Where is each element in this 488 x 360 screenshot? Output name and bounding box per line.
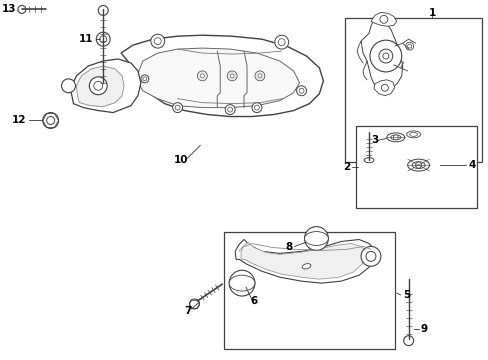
Circle shape [415,162,421,168]
Circle shape [379,15,387,23]
Circle shape [96,32,110,46]
Circle shape [229,270,254,296]
Circle shape [257,74,262,78]
Text: 2: 2 [342,162,349,172]
Bar [345,18,481,162]
Circle shape [299,88,304,93]
Circle shape [382,53,388,59]
Circle shape [100,36,106,42]
Text: 10: 10 [173,155,187,165]
Circle shape [46,117,55,125]
Polygon shape [121,35,323,117]
Polygon shape [370,12,396,26]
Bar [224,231,394,348]
Circle shape [142,77,146,81]
Polygon shape [241,243,366,279]
Ellipse shape [390,135,400,140]
Ellipse shape [406,131,420,138]
Circle shape [227,107,232,112]
Polygon shape [137,48,299,108]
Circle shape [378,49,392,63]
Circle shape [172,103,182,113]
Polygon shape [70,59,141,113]
Circle shape [360,247,380,266]
Circle shape [200,74,204,78]
Circle shape [150,34,164,48]
Polygon shape [373,80,394,96]
Circle shape [407,44,411,48]
Bar [355,126,476,208]
Circle shape [227,71,237,81]
Circle shape [381,84,387,91]
Ellipse shape [229,275,254,291]
Circle shape [42,113,59,129]
Circle shape [225,105,235,114]
Polygon shape [360,20,402,91]
Ellipse shape [409,132,417,136]
Circle shape [392,135,397,140]
Ellipse shape [363,158,373,163]
Circle shape [197,71,207,81]
Text: 5: 5 [402,290,409,300]
Circle shape [189,299,199,309]
Text: 1: 1 [428,8,435,18]
Circle shape [230,74,234,78]
Circle shape [239,280,244,286]
Circle shape [254,71,264,81]
Text: 13: 13 [1,4,16,14]
Ellipse shape [304,231,327,246]
Circle shape [89,77,107,95]
Circle shape [98,5,108,15]
Ellipse shape [302,264,310,269]
Circle shape [18,5,26,13]
Ellipse shape [407,159,428,171]
Text: 8: 8 [285,242,292,252]
Text: 4: 4 [467,160,474,170]
Circle shape [235,276,248,290]
Circle shape [296,86,306,96]
Text: 9: 9 [420,324,427,334]
Circle shape [94,81,102,90]
Text: 6: 6 [250,296,257,306]
Circle shape [141,75,148,83]
Circle shape [251,103,262,113]
Circle shape [254,105,259,110]
Text: 11: 11 [79,34,93,44]
Ellipse shape [386,133,404,142]
Circle shape [278,39,285,46]
Text: 3: 3 [370,135,378,145]
Circle shape [154,38,161,45]
Circle shape [405,42,413,50]
Circle shape [366,251,375,261]
Text: 12: 12 [11,116,26,126]
Ellipse shape [411,162,424,168]
Circle shape [313,236,318,241]
Circle shape [304,226,327,251]
Circle shape [61,79,75,93]
Circle shape [403,336,413,346]
Polygon shape [76,66,124,107]
Circle shape [310,233,322,244]
Text: 7: 7 [183,306,191,316]
Circle shape [175,105,180,110]
Circle shape [369,40,401,72]
Circle shape [274,35,288,49]
Polygon shape [235,239,374,283]
